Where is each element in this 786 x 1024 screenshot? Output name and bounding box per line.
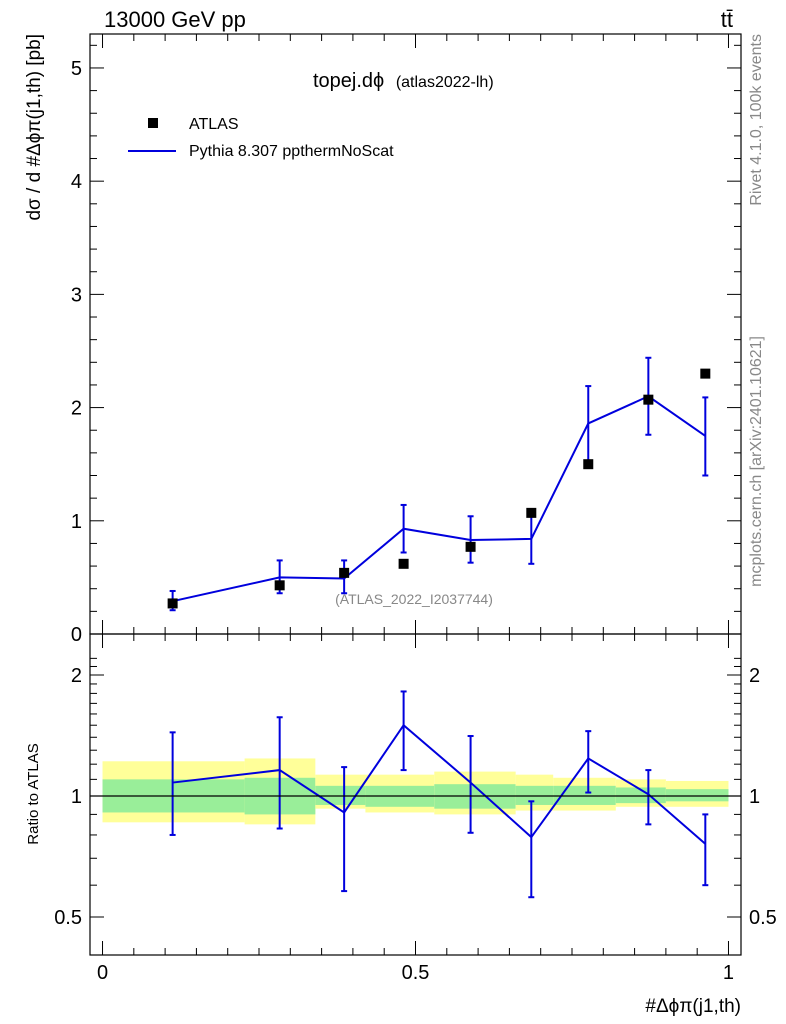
y-tick-label: 1 xyxy=(71,511,82,533)
legend-data-label: ATLAS xyxy=(189,116,239,133)
y-tick-label: 2 xyxy=(71,398,82,420)
process-label: tt̄ xyxy=(721,7,733,32)
plot-title-main: topej.dϕ xyxy=(313,70,384,92)
x-tick-label: 0 xyxy=(97,962,108,984)
energy-label: 13000 GeV pp xyxy=(104,7,246,32)
ratio-y-tick-label: 2 xyxy=(71,665,82,687)
ratio-y-tick-label-right: 1 xyxy=(749,786,760,808)
x-axis-label: #Δϕπ(j1,th) xyxy=(645,996,741,1017)
data-point xyxy=(583,459,594,470)
rivet-version-label: Rivet 4.1.0, 100k events xyxy=(748,34,765,206)
ratio-band-inner xyxy=(665,789,729,802)
ratio-band-inner xyxy=(515,785,554,805)
y-tick-label: 0 xyxy=(71,624,82,646)
data-point xyxy=(398,558,409,569)
ratio-y-tick-label-right: 0.5 xyxy=(749,907,777,929)
data-point xyxy=(700,368,711,379)
ratio-band-inner xyxy=(553,785,616,805)
main-plot-frame xyxy=(89,33,742,635)
data-point xyxy=(643,394,654,405)
plot-title: topej.dϕ (atlas2022-lh) xyxy=(313,70,494,92)
ratio-y-tick-label: 1 xyxy=(71,786,82,808)
data-point xyxy=(339,567,350,578)
x-tick-label: 1 xyxy=(723,962,734,984)
ratio-y-tick-label-right: 2 xyxy=(749,665,760,687)
data-point xyxy=(274,580,285,591)
legend-data-marker xyxy=(148,118,158,128)
ratio-y-tick-label: 0.5 xyxy=(54,907,82,929)
x-tick-label: 0.5 xyxy=(402,962,430,984)
y-tick-label: 4 xyxy=(71,171,82,193)
y-tick-label: 3 xyxy=(71,284,82,306)
data-point xyxy=(167,598,178,609)
data-point xyxy=(526,507,537,518)
data-point xyxy=(465,541,476,552)
analysis-watermark: (ATLAS_2022_I2037744) xyxy=(335,591,493,607)
legend-mc-label: Pythia 8.307 ppthermNoScat xyxy=(189,143,394,160)
y-axis-label-main: dσ / d #Δϕπ(j1,th) [pb] xyxy=(24,34,45,221)
mcplots-label: mcplots.cern.ch [arXiv:2401.10621] xyxy=(748,336,765,587)
mc-line xyxy=(172,395,706,603)
y-tick-label: 5 xyxy=(71,58,82,80)
y-axis-label-ratio: Ratio to ATLAS xyxy=(25,743,42,844)
plot-title-sub: (atlas2022-lh) xyxy=(396,74,494,91)
ratio-band-inner xyxy=(315,785,366,805)
